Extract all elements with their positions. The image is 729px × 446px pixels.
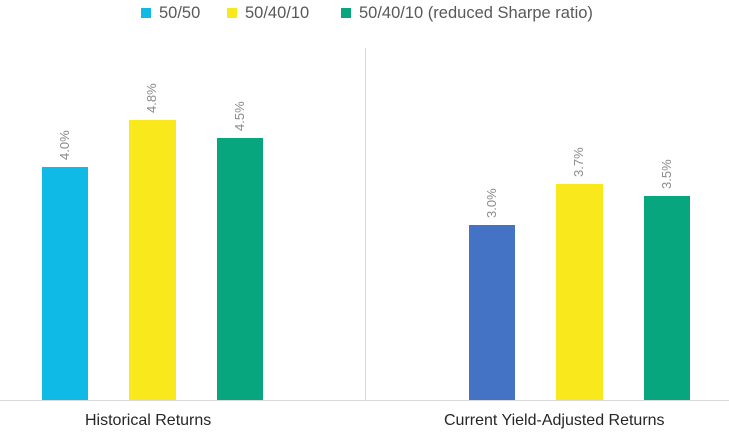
data-label: 4.0% [57,130,72,160]
bar-current-50-50 [469,225,515,400]
legend-label: 50/50 [159,3,201,22]
data-label: 3.7% [571,147,586,177]
x-axis-line [0,400,729,401]
legend-item-50-50: 50/50 [141,2,200,24]
data-label: 4.8% [144,83,159,113]
legend-item-50-40-10: 50/40/10 [227,2,309,24]
bar-historical-50-40-10 [129,120,176,400]
legend-swatch-icon [227,8,237,18]
legend-swatch-icon [141,8,151,18]
category-label-historical: Historical Returns [85,412,212,429]
data-label: 3.0% [484,188,499,218]
legend-label: 50/40/10 (reduced Sharpe ratio) [359,3,593,22]
chart-legend: 50/50 50/40/10 50/40/10 (reduced Sharpe … [0,2,729,24]
category-label-current: Current Yield-Adjusted Returns [444,412,665,429]
legend-swatch-icon [341,8,351,18]
bar-historical-50-40-10-reduced [217,138,263,400]
legend-label: 50/40/10 [245,3,310,22]
bar-current-50-40-10 [556,184,603,400]
data-label: 4.5% [232,101,247,131]
legend-item-50-40-10-reduced: 50/40/10 (reduced Sharpe ratio) [341,2,593,24]
bar-current-50-40-10-reduced [644,196,690,400]
data-label: 3.5% [659,159,674,189]
bar-historical-50-50 [42,167,88,400]
group-divider [365,48,366,400]
